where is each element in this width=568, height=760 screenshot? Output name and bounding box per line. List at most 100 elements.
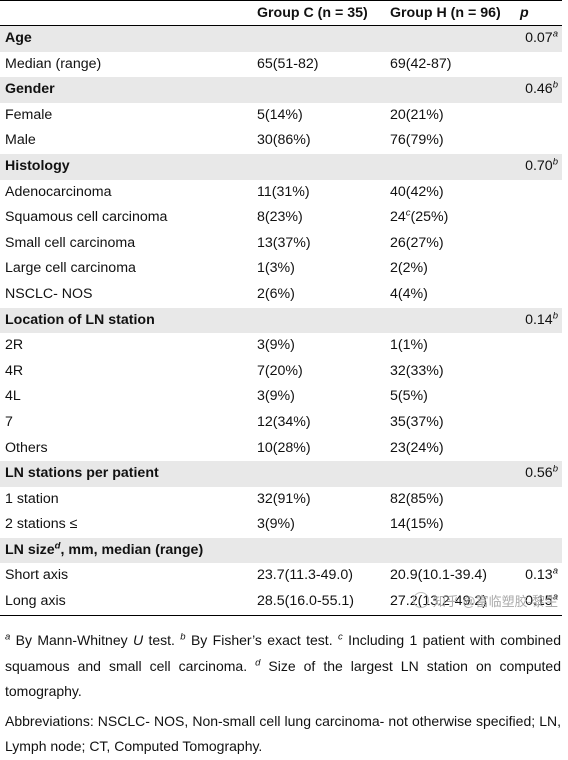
- cell-group-h: 2(2%): [390, 260, 428, 277]
- cell-group-h: 35(37%): [390, 413, 444, 430]
- cell-group-h: [385, 153, 515, 180]
- table-row: 1 station 32(91%) 82(85%): [0, 487, 562, 513]
- footnote-marker: a: [5, 631, 11, 643]
- cell-group-h: 69(42-87): [390, 55, 452, 72]
- cell-group-c: 65(51-82): [257, 55, 319, 72]
- row-label: Median (range): [5, 55, 102, 72]
- cell-p-value: [515, 282, 562, 308]
- footnote-marker: a: [552, 565, 558, 577]
- cell-group-h: 40(42%): [390, 183, 444, 200]
- header-p: p: [515, 0, 562, 26]
- table-header: Group C (n = 35) Group H (n = 96) p: [0, 0, 562, 26]
- footnote-marker: b: [552, 463, 558, 475]
- cell-p-value: [515, 487, 562, 513]
- table-row: Others 10(28%) 23(24%): [0, 436, 562, 462]
- cell-p-value: [515, 436, 562, 462]
- table-row: Male 30(86%) 76(79%): [0, 128, 562, 154]
- section-row: LN sized, mm, median (range): [0, 537, 562, 564]
- row-label: NSCLC- NOS: [5, 285, 93, 302]
- cell-p-value: 0.46b: [515, 77, 562, 103]
- cell-p-value: 0.56b: [515, 461, 562, 487]
- cell-p-value: [515, 333, 562, 359]
- row-label: LN stations per patient: [0, 461, 252, 487]
- table-row: Large cell carcinoma 1(3%) 2(2%): [0, 256, 562, 282]
- cell-group-c: 32(91%): [257, 490, 311, 507]
- italic-term: U: [132, 632, 144, 648]
- cell-p-value: [515, 103, 562, 129]
- row-label: Male: [5, 132, 36, 149]
- cell-group-h: [385, 25, 515, 52]
- cell-p-value: 0.15a: [515, 589, 562, 616]
- table-row: 2 stations ≤ 3(9%) 14(15%): [0, 512, 562, 538]
- cell-p-value: 0.70b: [515, 153, 562, 180]
- row-label: Large cell carcinoma: [5, 260, 136, 277]
- cell-group-h: 32(33%): [390, 362, 444, 379]
- cell-group-h: 5(5%): [390, 388, 428, 405]
- cell-p-value: [515, 512, 562, 538]
- cell-group-c: [252, 307, 385, 334]
- footnotes: a By Mann-Whitney U test. b By Fisher’s …: [5, 631, 561, 699]
- row-label: 7: [5, 413, 13, 430]
- footnote-marker: c: [405, 207, 411, 219]
- cell-group-c: [252, 25, 385, 52]
- footnote-marker: b: [552, 156, 558, 168]
- cell-p-value: 0.07a: [515, 25, 562, 52]
- footnote-marker: c: [337, 631, 343, 643]
- section-row: Gender 0.46b: [0, 77, 562, 103]
- cell-p-value: [515, 128, 562, 154]
- row-label: 4R: [5, 362, 24, 379]
- cell-group-c: 1(3%): [257, 260, 295, 277]
- cell-group-c: 30(86%): [257, 132, 311, 149]
- cell-p-value: [515, 384, 562, 410]
- cell-group-h: 82(85%): [390, 490, 444, 507]
- cell-group-c: 23.7(11.3-49.0): [257, 567, 353, 584]
- watermark-icon: [412, 592, 429, 609]
- footnote-marker: d: [255, 656, 261, 668]
- table-row: NSCLC- NOS 2(6%) 4(4%): [0, 282, 562, 308]
- footnote-marker: b: [180, 631, 186, 643]
- cell-group-h: [385, 307, 515, 334]
- cell-p-value: [515, 256, 562, 282]
- table-row: 4L 3(9%) 5(5%): [0, 384, 562, 410]
- cell-group-h: 14(15%): [390, 516, 444, 533]
- footnote-marker: a: [552, 28, 558, 40]
- section-row: LN stations per patient 0.56b: [0, 461, 562, 487]
- table-row: 2R 3(9%) 1(1%): [0, 333, 562, 359]
- row-label: Short axis: [5, 567, 69, 584]
- cell-group-c: 7(20%): [257, 362, 303, 379]
- cell-group-h: 76(79%): [390, 132, 444, 149]
- table-row: 7 12(34%) 35(37%): [0, 410, 562, 436]
- cell-group-h: 20.9(10.1-39.4): [390, 567, 488, 584]
- cell-group-h: 4(4%): [390, 285, 428, 302]
- row-label: Gender: [0, 77, 252, 103]
- cell-p-value: [515, 231, 562, 257]
- row-label: Age: [0, 25, 252, 52]
- footnote-marker: a: [552, 591, 558, 603]
- row-label: 2 stations ≤: [5, 516, 78, 533]
- row-label: 1 station: [5, 490, 59, 507]
- cell-group-h: [385, 77, 515, 103]
- cell-group-c: [252, 461, 385, 487]
- cell-group-h: 24c(25%): [390, 207, 449, 226]
- watermark-text: 知乎 @富临塑胶-黎生: [432, 593, 558, 609]
- cell-group-c: 8(23%): [257, 209, 303, 226]
- cell-group-c: 2(6%): [257, 285, 295, 302]
- footnote-marker: d: [54, 540, 61, 552]
- table-row: Short axis 23.7(11.3-49.0) 20.9(10.1-39.4)…: [0, 563, 562, 589]
- cell-group-h: [385, 461, 515, 487]
- abbreviations: Abbreviations: NSCLC- NOS, Non-small cel…: [5, 712, 561, 755]
- table-row: Adenocarcinoma 11(31%) 40(42%): [0, 180, 562, 206]
- cell-group-c: 12(34%): [257, 413, 311, 430]
- row-label: Squamous cell carcinoma: [5, 209, 168, 226]
- table-row: Squamous cell carcinoma 8(23%) 24c(25%): [0, 205, 562, 231]
- watermark: 知乎 @富临塑胶-黎生: [412, 591, 558, 610]
- cell-p-value: [515, 180, 562, 206]
- row-label: Histology: [0, 153, 252, 180]
- table-row: 4R 7(20%) 32(33%): [0, 359, 562, 385]
- row-label: Others: [5, 439, 48, 456]
- row-label: 2R: [5, 337, 24, 354]
- table-body: Age 0.07a Median (range) 65(51-82) 69(42-87)…: [0, 25, 562, 616]
- cell-group-c: 3(9%): [257, 337, 295, 354]
- header-label: [0, 0, 252, 26]
- cell-p-value: [515, 410, 562, 436]
